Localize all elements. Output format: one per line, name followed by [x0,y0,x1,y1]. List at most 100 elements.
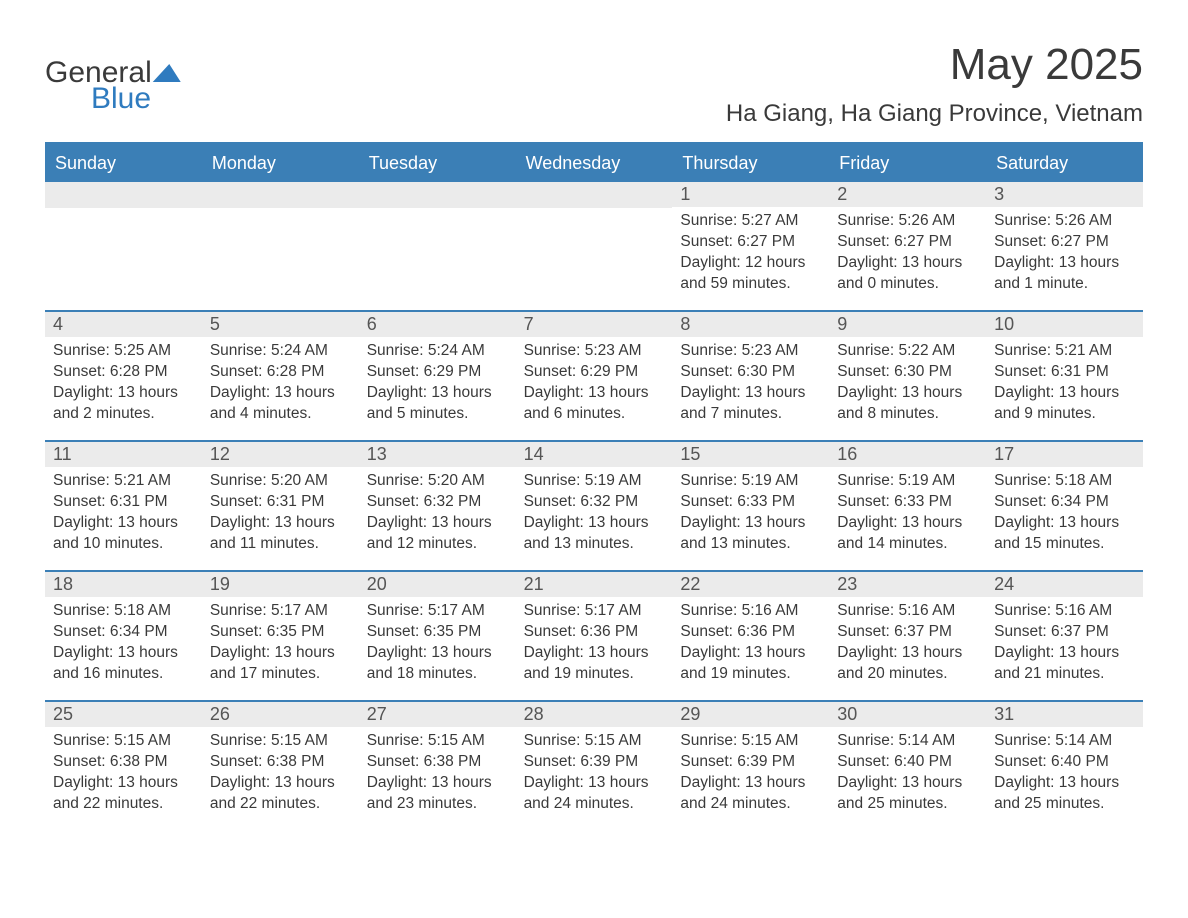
day-cell: 25Sunrise: 5:15 AMSunset: 6:38 PMDayligh… [45,702,202,830]
day-number: 16 [837,444,978,465]
day-of-week-header: Sunday [45,145,202,182]
day-cell: 1Sunrise: 5:27 AMSunset: 6:27 PMDaylight… [672,182,829,310]
week-row: 4 Sunrise: 5:25 AM Sunset: 6:28 PMDaylight… [45,310,1143,440]
sunrise-text: Sunrise: 5:25 AM [53,341,194,362]
day-of-week-header: Thursday [672,145,829,182]
sunset-text: Sunset: 6:38 PM [53,752,194,773]
day-number: 8 [680,314,821,335]
day-number-bar: 16 [829,442,986,467]
sunset-text: Sunset: 6:31 PM [53,492,194,513]
day-of-week-header: Monday [202,145,359,182]
day-number-bar: 14 [516,442,673,467]
day-number-bar: 28 [516,702,673,727]
location-subtitle: Ha Giang, Ha Giang Province, Vietnam [726,100,1143,128]
sunset-text: Sunset: 6:36 PM [524,622,665,643]
day-cell: 17Sunrise: 5:18 AMSunset: 6:34 PMDayligh… [986,442,1143,570]
day-number-bar: 2 [829,182,986,207]
calendar-page: General Blue May 2025 Ha Giang, Ha Giang… [0,0,1188,918]
calendar: SundayMondayTuesdayWednesdayThursdayFrid… [45,142,1143,830]
day-number-bar: 9 [829,312,986,337]
day-number: 5 [210,314,351,335]
daylight-text: Daylight: 13 hours and 12 minutes. [367,513,508,555]
daylight-text: Daylight: 13 hours and 19 minutes. [680,643,821,685]
sunrise-text: Sunrise: 5:19 AM [837,471,978,492]
sunset-text: Sunset: 6:38 PM [367,752,508,773]
brand-logo: General Blue [45,58,182,114]
day-number-bar: 31 [986,702,1143,727]
sunset-text: Sunset: 6:31 PM [210,492,351,513]
day-number: 15 [680,444,821,465]
day-number: 18 [53,574,194,595]
day-cell: 5Sunrise: 5:24 AMSunset: 6:28 PMDaylight… [202,312,359,440]
daylight-text: Daylight: 13 hours and 4 minutes. [210,383,351,425]
day-number-bar: 29 [672,702,829,727]
day-number-bar: 17 [986,442,1143,467]
week-row: 11Sunrise: 5:21 AMSunset: 6:31 PMDayligh… [45,440,1143,570]
day-cell [202,182,359,310]
day-number-bar [359,182,516,208]
sunrise-text: Sunrise: 5:14 AM [837,731,978,752]
sunset-text: Sunset: 6:37 PM [994,622,1135,643]
sunset-text: Sunset: 6:32 PM [367,492,508,513]
day-number-bar [516,182,673,208]
day-number: 25 [53,704,194,725]
day-cell: 27Sunrise: 5:15 AMSunset: 6:38 PMDayligh… [359,702,516,830]
sunset-text: Sunset: 6:28 PM [210,362,351,383]
day-number-bar: 27 [359,702,516,727]
sunrise-text: Sunrise: 5:17 AM [210,601,351,622]
day-cell: 28Sunrise: 5:15 AMSunset: 6:39 PMDayligh… [516,702,673,830]
day-cell: 4Sunrise: 5:25 AMSunset: 6:28 PMDaylight… [45,312,202,440]
day-number-bar: 3 [986,182,1143,207]
daylight-text: Daylight: 13 hours and 15 minutes. [994,513,1135,555]
day-number-bar: 4 [45,312,202,337]
sunset-text: Sunset: 6:37 PM [837,622,978,643]
days-of-week-row: SundayMondayTuesdayWednesdayThursdayFrid… [45,145,1143,182]
day-number: 11 [53,444,194,465]
day-number-bar: 30 [829,702,986,727]
day-number: 21 [524,574,665,595]
brand-triangle-icon [152,64,183,82]
sunrise-text: Sunrise: 5:14 AM [994,731,1135,752]
day-cell: 29Sunrise: 5:15 AMSunset: 6:39 PMDayligh… [672,702,829,830]
day-number-bar: 13 [359,442,516,467]
sunrise-text: Sunrise: 5:21 AM [53,471,194,492]
day-number: 27 [367,704,508,725]
sunset-text: Sunset: 6:35 PM [210,622,351,643]
day-of-week-header: Wednesday [516,145,673,182]
day-cell [516,182,673,310]
sunrise-text: Sunrise: 5:21 AM [994,341,1135,362]
day-number: 14 [524,444,665,465]
brand-text-blue: Blue [91,84,151,114]
sunset-text: Sunset: 6:27 PM [994,232,1135,253]
sunset-text: Sunset: 6:33 PM [837,492,978,513]
daylight-text: Daylight: 12 hours and 59 minutes. [680,253,821,295]
day-number-bar [45,182,202,208]
sunrise-text: Sunrise: 5:15 AM [680,731,821,752]
day-number-bar: 23 [829,572,986,597]
day-number-bar: 7 [516,312,673,337]
day-number-bar: 11 [45,442,202,467]
day-number: 19 [210,574,351,595]
day-number: 29 [680,704,821,725]
sunrise-text: Sunrise: 5:18 AM [994,471,1135,492]
sunset-text: Sunset: 6:39 PM [524,752,665,773]
day-number: 3 [994,184,1135,205]
day-number: 10 [994,314,1135,335]
day-number-bar: 8 [672,312,829,337]
daylight-text: Daylight: 13 hours and 25 minutes. [837,773,978,815]
day-cell: 22Sunrise: 5:16 AMSunset: 6:36 PMDayligh… [672,572,829,700]
daylight-text: Daylight: 13 hours and 22 minutes. [53,773,194,815]
sunrise-text: Sunrise: 5:19 AM [524,471,665,492]
week-row: 25Sunrise: 5:15 AMSunset: 6:38 PMDayligh… [45,700,1143,830]
sunrise-text: Sunrise: 5:16 AM [680,601,821,622]
sunset-text: Sunset: 6:35 PM [367,622,508,643]
daylight-text: Daylight: 13 hours and 21 minutes. [994,643,1135,685]
day-number-bar: 12 [202,442,359,467]
sunrise-text: Sunrise: 5:17 AM [367,601,508,622]
day-cell: 7Sunrise: 5:23 AMSunset: 6:29 PMDaylight… [516,312,673,440]
day-number: 22 [680,574,821,595]
day-cell: 12Sunrise: 5:20 AMSunset: 6:31 PMDayligh… [202,442,359,570]
day-number: 13 [367,444,508,465]
day-number-bar: 21 [516,572,673,597]
sunrise-text: Sunrise: 5:20 AM [210,471,351,492]
